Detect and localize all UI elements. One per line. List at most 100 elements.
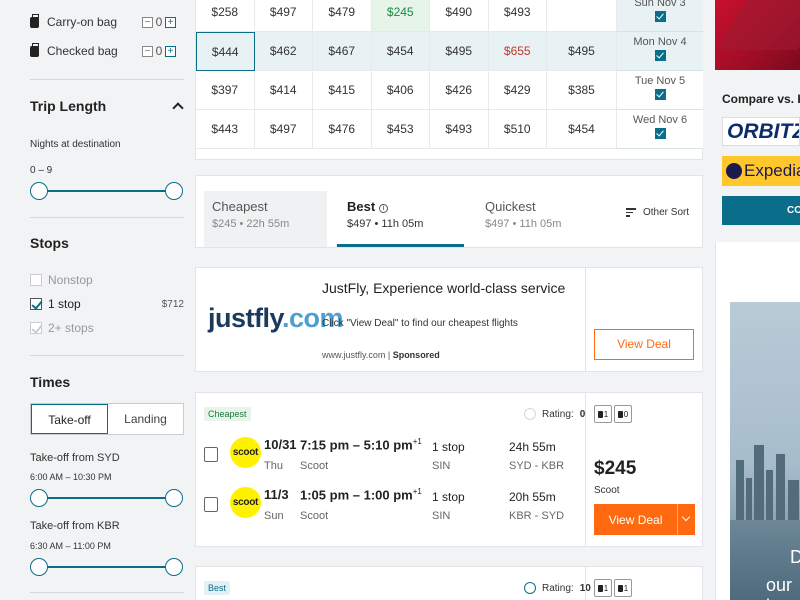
takeoff-kbr-slider-track[interactable] (38, 566, 175, 568)
ad-title[interactable]: JustFly, Experience world-class service (322, 280, 566, 296)
compare-button[interactable]: COMPARE (722, 196, 800, 225)
info-icon[interactable]: i (378, 204, 388, 213)
matrix-cell[interactable]: $495 (430, 32, 489, 71)
matrix-cell[interactable]: $397 (196, 71, 255, 110)
flight-leg-outbound[interactable]: scoot 10/31 Thu 7:15 pm – 5:10 pm+1 Scoo… (204, 437, 584, 477)
2plus-stops-checkbox[interactable] (30, 322, 42, 334)
matrix-cell[interactable]: $497 (254, 0, 313, 32)
justfly-logo: justfly.com (208, 303, 344, 333)
nights-slider-min-handle[interactable] (30, 182, 48, 200)
matrix-cell[interactable]: $443 (196, 110, 255, 149)
expedia-compare-option[interactable]: Expedia (722, 156, 800, 186)
matrix-date-mon-nov-4[interactable]: Mon Nov 4 (617, 32, 703, 71)
view-deal-button[interactable]: View Deal (594, 504, 695, 535)
result-card-cheapest[interactable]: Cheapest Rating: 0 1 0 scoot 10/31 Thu 7:… (195, 392, 703, 547)
matrix-cell[interactable]: $479 (313, 0, 372, 32)
sort-tab-quickest[interactable]: Quickest $497 • 11h 05m (477, 191, 603, 247)
checked-plus-button[interactable]: + (165, 45, 176, 57)
matrix-cell[interactable]: $385 (547, 71, 617, 110)
matrix-cell[interactable]: $490 (430, 0, 489, 32)
times-title[interactable]: Times (30, 374, 71, 390)
matrix-date-wed-nov-6[interactable]: Wed Nov 6 (617, 110, 703, 149)
matrix-cell[interactable]: $429 (488, 71, 547, 110)
takeoff-kbr-label: Take-off from KBR (30, 520, 120, 532)
nonstop-checkbox[interactable] (30, 274, 42, 286)
airline-ad-banner[interactable] (715, 0, 800, 70)
matrix-cell[interactable]: $462 (254, 32, 313, 71)
rating-ring-icon (524, 408, 536, 420)
matrix-cell-cheapest[interactable]: $245 (371, 0, 430, 32)
takeoff-kbr-max-handle[interactable] (165, 558, 183, 576)
sort-tabs-bar: Cheapest $245 • 22h 55m Best i $497 • 11… (195, 175, 703, 248)
date-checkbox[interactable] (654, 11, 666, 22)
best-badge: Best (204, 581, 231, 595)
flight-leg-return[interactable]: scoot 11/3 Sun 1:05 pm – 1:00 pm+1 Scoot… (204, 487, 584, 527)
orbitz-compare-option[interactable]: ORBITZ (722, 117, 800, 146)
tab-take-off[interactable]: Take-off (31, 404, 108, 434)
ad-view-deal-button[interactable]: View Deal (594, 329, 694, 360)
matrix-date-tue-nov-5[interactable]: Tue Nov 5 (617, 71, 703, 110)
divider (585, 393, 586, 546)
takeoff-syd-max-handle[interactable] (165, 489, 183, 507)
active-tab-underline (337, 244, 464, 247)
carry-on-count: 0 (155, 15, 163, 29)
compare-checkbox[interactable] (204, 497, 218, 512)
matrix-cell[interactable]: $415 (313, 71, 372, 110)
sort-tab-cheapest[interactable]: Cheapest $245 • 22h 55m (204, 191, 327, 247)
checked-fee-chip[interactable]: 1 (614, 579, 632, 597)
checked-fee-chip[interactable]: 0 (614, 405, 632, 423)
stops-2plus-option[interactable]: 2+ stops (30, 321, 184, 335)
matrix-cell[interactable]: $495 (547, 32, 617, 71)
bag-fees[interactable]: 1 0 (594, 405, 632, 423)
matrix-cell[interactable]: $406 (371, 71, 430, 110)
nights-slider-track[interactable] (38, 190, 175, 192)
matrix-cell[interactable] (547, 0, 617, 32)
destination-ad-banner[interactable]: D our lo (715, 242, 800, 600)
1-stop-checkbox[interactable] (30, 298, 42, 310)
takeoff-syd-min-handle[interactable] (30, 489, 48, 507)
compare-checkbox[interactable] (204, 447, 218, 462)
matrix-cell-selected[interactable]: $444 (196, 32, 255, 71)
leg-duration: 24h 55m (509, 440, 556, 454)
matrix-cell[interactable]: $258 (196, 0, 255, 32)
carry-on-fee-chip[interactable]: 1 (594, 405, 612, 423)
matrix-cell[interactable]: $497 (254, 110, 313, 149)
matrix-cell[interactable]: $426 (430, 71, 489, 110)
sort-tab-best[interactable]: Best i $497 • 11h 05m (339, 191, 465, 247)
carry-on-minus-button[interactable]: − (142, 16, 153, 28)
bag-fees[interactable]: 1 1 (594, 579, 632, 597)
date-checkbox[interactable] (654, 50, 666, 61)
trip-length-title[interactable]: Trip Length (30, 98, 107, 114)
rating-ring-icon (524, 582, 536, 594)
takeoff-kbr-min-handle[interactable] (30, 558, 48, 576)
tab-landing[interactable]: Landing (108, 404, 183, 434)
stops-nonstop-option[interactable]: Nonstop (30, 273, 184, 287)
carry-on-fee-chip[interactable]: 1 (594, 579, 612, 597)
carry-on-bag-icon (597, 410, 603, 418)
carry-on-plus-button[interactable]: + (165, 16, 176, 28)
matrix-cell[interactable]: $454 (547, 110, 617, 149)
matrix-cell[interactable]: $467 (313, 32, 372, 71)
matrix-cell[interactable]: $454 (371, 32, 430, 71)
chevron-down-icon[interactable] (677, 504, 695, 535)
matrix-cell[interactable]: $510 (488, 110, 547, 149)
date-checkbox[interactable] (654, 89, 666, 100)
other-sort-button[interactable]: Other Sort (626, 206, 689, 219)
nights-slider-max-handle[interactable] (165, 182, 183, 200)
matrix-cell[interactable]: $453 (371, 110, 430, 149)
result-card-best[interactable]: Best Rating:10 1 1 (195, 566, 703, 600)
stops-1-stop-option[interactable]: 1 stop $712 (30, 297, 184, 311)
matrix-cell[interactable]: $476 (313, 110, 372, 149)
stops-title[interactable]: Stops (30, 235, 69, 251)
matrix-cell[interactable]: $493 (488, 0, 547, 32)
date-label: Sun Nov 3 (634, 0, 686, 9)
matrix-cell[interactable]: $493 (430, 110, 489, 149)
takeoff-syd-slider-track[interactable] (38, 497, 175, 499)
justfly-ad-card[interactable]: justfly.com JustFly, Experience world-cl… (195, 267, 703, 372)
matrix-date-sun-nov-3[interactable]: Sun Nov 3 (617, 0, 703, 32)
matrix-cell-most-expensive[interactable]: $655 (488, 32, 547, 71)
date-checkbox[interactable] (654, 128, 666, 139)
collapse-chevron-up-icon[interactable] (172, 102, 184, 114)
checked-minus-button[interactable]: − (142, 45, 153, 57)
matrix-cell[interactable]: $414 (254, 71, 313, 110)
